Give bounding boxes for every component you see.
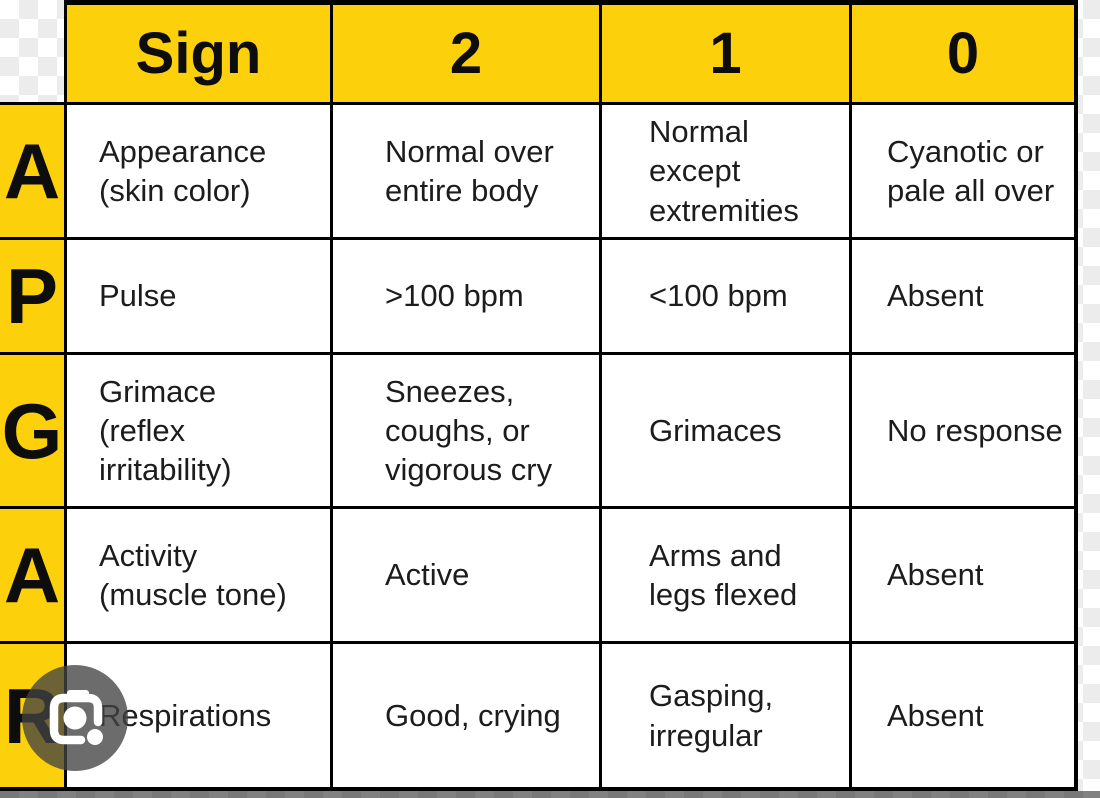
cell-respirations-score2: Good, crying [333, 644, 602, 791]
cell-appearance-score0: Cyanotic or pale all over [852, 105, 1078, 240]
cell-respirations-score1: Gasping, irregular [602, 644, 852, 791]
header-sign: Sign [67, 0, 333, 105]
cell-pulse-score1: <100 bpm [602, 240, 852, 355]
cell-respirations-score0: Absent [852, 644, 1078, 791]
row-letter-a2: A [0, 509, 67, 644]
cell-pulse-sign: Pulse [67, 240, 333, 355]
cell-grimace-score2: Sneezes, coughs, or vigorous cry [333, 355, 602, 509]
cell-appearance-sign: Appearance (skin color) [67, 105, 333, 240]
row-letter-g: G [0, 355, 67, 509]
header-score-2: 2 [333, 0, 602, 105]
cell-activity-score0: Absent [852, 509, 1078, 644]
camera-icon [22, 665, 128, 771]
row-letter-a: A [0, 105, 67, 240]
corner-transparent-cell [0, 0, 67, 105]
cell-appearance-score2: Normal over entire body [333, 105, 602, 240]
cell-grimace-sign: Grimace (reflex irritability) [67, 355, 333, 509]
cell-activity-score2: Active [333, 509, 602, 644]
cell-grimace-score0: No response [852, 355, 1078, 509]
cell-pulse-score0: Absent [852, 240, 1078, 355]
cell-activity-sign: Activity (muscle tone) [67, 509, 333, 644]
bottom-edge-shade [0, 791, 1100, 798]
row-letter-p: P [0, 240, 67, 355]
cell-grimace-score1: Grimaces [602, 355, 852, 509]
cell-pulse-score2: >100 bpm [333, 240, 602, 355]
cell-activity-score1: Arms and legs flexed [602, 509, 852, 644]
header-score-1: 1 [602, 0, 852, 105]
apgar-table: Sign 2 1 0 A Appearance (skin color) Nor… [0, 0, 1078, 791]
google-lens-camera-icon[interactable] [22, 665, 128, 771]
cell-appearance-score1: Normal except extremities [602, 105, 852, 240]
cell-respirations-sign: Respirations [67, 644, 333, 791]
header-score-0: 0 [852, 0, 1078, 105]
